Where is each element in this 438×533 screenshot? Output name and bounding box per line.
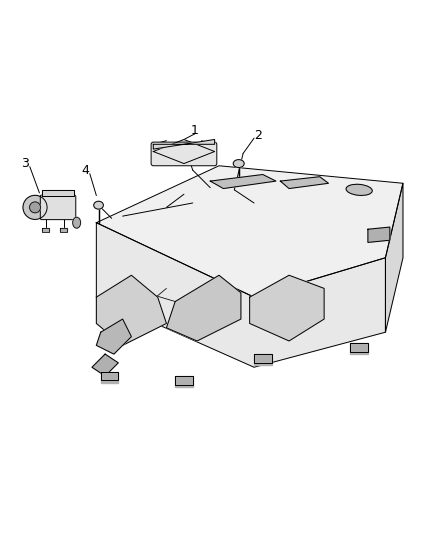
Polygon shape bbox=[96, 319, 131, 354]
Ellipse shape bbox=[346, 184, 372, 196]
Polygon shape bbox=[96, 275, 166, 345]
Text: 4: 4 bbox=[81, 164, 89, 176]
Bar bbox=[60, 228, 67, 231]
Polygon shape bbox=[92, 354, 118, 376]
FancyBboxPatch shape bbox=[40, 195, 76, 220]
Polygon shape bbox=[210, 174, 276, 189]
Polygon shape bbox=[250, 275, 324, 341]
FancyBboxPatch shape bbox=[151, 142, 217, 166]
Text: 2: 2 bbox=[254, 128, 262, 142]
Polygon shape bbox=[96, 166, 403, 297]
Polygon shape bbox=[153, 140, 215, 149]
Ellipse shape bbox=[73, 217, 81, 228]
Bar bbox=[101, 372, 118, 383]
Text: 3: 3 bbox=[21, 157, 29, 170]
Bar bbox=[254, 354, 272, 365]
Ellipse shape bbox=[233, 159, 244, 167]
Polygon shape bbox=[385, 183, 403, 332]
Bar bbox=[175, 376, 193, 387]
Ellipse shape bbox=[29, 202, 40, 213]
Ellipse shape bbox=[23, 195, 47, 220]
Polygon shape bbox=[96, 223, 385, 367]
Ellipse shape bbox=[94, 201, 103, 209]
Bar bbox=[42, 228, 49, 231]
Polygon shape bbox=[153, 140, 215, 164]
Polygon shape bbox=[280, 177, 328, 189]
Polygon shape bbox=[166, 275, 241, 341]
Polygon shape bbox=[368, 227, 390, 243]
Polygon shape bbox=[42, 190, 74, 197]
Bar bbox=[350, 343, 368, 354]
Text: 1: 1 bbox=[191, 124, 199, 137]
